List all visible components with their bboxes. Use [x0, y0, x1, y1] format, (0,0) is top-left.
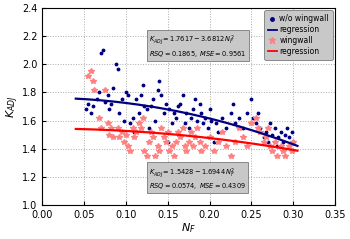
- Y-axis label: $K_{ADJ}$: $K_{ADJ}$: [4, 95, 21, 118]
- Text: $K_{ADJ}$$= 1.7617 - 3.6812\,N_F^2$
$RSQ = 0.1865,\;MSE = 0.9561$: $K_{ADJ}$$= 1.7617 - 3.6812\,N_F^2$ $RSQ…: [149, 33, 247, 59]
- Text: $K_{ADJ}$$= 1.5428 - 1.6944\,N_F^2$
$RSQ = 0.0574,\;MSE = 0.4309$: $K_{ADJ}$$= 1.5428 - 1.6944\,N_F^2$ $RSQ…: [149, 166, 246, 191]
- Legend: w/o wingwall, regression, wingwall, regression: w/o wingwall, regression, wingwall, regr…: [264, 11, 333, 60]
- X-axis label: $N_F$: $N_F$: [181, 221, 196, 235]
